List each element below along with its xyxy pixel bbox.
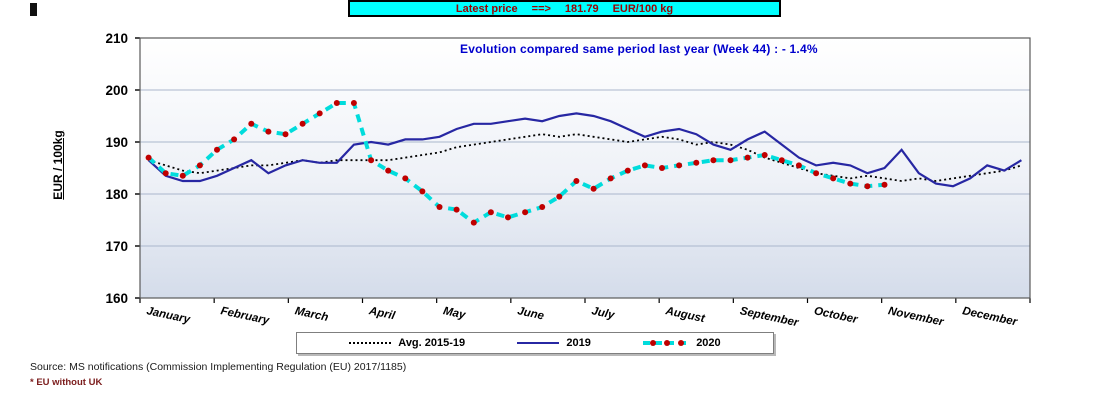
source-note: Source: MS notifications (Commission Imp…: [30, 361, 407, 373]
month-label: January: [145, 305, 191, 326]
y-tick-label: 160: [105, 291, 128, 306]
legend-avg-label: Avg. 2015-19: [398, 337, 466, 349]
legend-2019-label: 2019: [566, 337, 591, 349]
series-2020-marker: [761, 152, 768, 158]
plot-border: [139, 37, 1031, 299]
legend-2019-line-sample-icon: [517, 342, 560, 344]
series-2019: [147, 112, 1022, 188]
corner-mark: [30, 3, 37, 16]
series-2020-marker: [368, 157, 375, 164]
month-label: February: [220, 305, 271, 327]
series-2020-marker: [316, 110, 323, 117]
series-2020-marker: [881, 181, 888, 188]
y-tick-label: 200: [105, 83, 128, 98]
series-2020-marker: [248, 120, 255, 127]
series-2020-marker: [847, 180, 854, 187]
series-2020-marker: [710, 157, 717, 164]
series-2020-marker: [659, 165, 665, 171]
series-2020-marker: [590, 185, 597, 192]
latest-price-banner: Latest price ==> 181.79 EUR/100 kg: [348, 0, 781, 17]
series-2020-marker: [607, 175, 614, 182]
latest-price-label: Latest price: [455, 2, 518, 15]
series-2020-marker: [744, 154, 751, 161]
series-2020-marker: [453, 206, 460, 213]
series-2020-marker: [179, 172, 186, 179]
legend-2020-line-sample-icon: [643, 340, 690, 346]
legend-item-avg: Avg. 2015-19: [349, 337, 465, 349]
latest-price-value: 181.79: [564, 2, 599, 15]
series-2020-marker: [333, 100, 340, 106]
series-2020-marker: [385, 167, 392, 174]
legend-item-2020: 2020: [643, 337, 721, 349]
series-2020-marker: [624, 167, 631, 174]
legend: Avg. 2015-19 2019 2020: [296, 332, 774, 354]
series-2020-marker: [727, 157, 734, 164]
series-2020-marker: [231, 136, 238, 143]
month-label: April: [367, 305, 397, 323]
month-label: November: [887, 305, 945, 329]
y-tick-label: 210: [105, 31, 128, 46]
legend-2020-label: 2020: [696, 337, 721, 349]
y-axis-title: EUR / 100kg: [51, 130, 65, 200]
legend-avg-line-sample-icon: [349, 342, 392, 344]
series-avg-2015-19: [148, 133, 1022, 182]
plot-area: [140, 38, 1030, 298]
series-2020-marker: [196, 162, 203, 169]
series-2020-marker: [299, 120, 306, 127]
series-2020-marker: [436, 204, 443, 210]
series-2020-marker: [539, 204, 546, 210]
month-label: December: [961, 305, 1018, 328]
series-2020-marker: [402, 175, 409, 182]
series-2020-marker: [522, 209, 529, 216]
latest-price-unit: EUR/100 kg: [612, 2, 674, 15]
series-2020-marker: [864, 183, 871, 190]
series-2020-marker: [470, 219, 477, 226]
series-2020-marker: [350, 100, 357, 106]
series-2020-marker: [419, 188, 426, 195]
eu-footnote: * EU without UK: [30, 377, 103, 388]
series-2020-marker: [162, 170, 169, 177]
month-label: May: [442, 305, 467, 322]
series-2020-marker: [813, 170, 820, 177]
evolution-annotation: Evolution compared same period last year…: [460, 42, 818, 56]
series-2020-marker: [214, 146, 220, 153]
y-tick-label: 190: [105, 135, 128, 150]
y-tick-label: 170: [105, 239, 128, 254]
legend-item-2019: 2019: [517, 337, 591, 349]
series-2020-marker: [556, 193, 563, 200]
series-2020-marker: [282, 131, 289, 138]
month-label: October: [813, 305, 859, 326]
month-label: August: [664, 305, 707, 325]
latest-price-arrow: ==>: [531, 2, 551, 15]
series-2020-marker: [487, 209, 494, 216]
month-label: September: [739, 305, 800, 329]
month-label: March: [294, 305, 330, 324]
month-label: July: [590, 305, 616, 322]
series-2020-marker: [778, 157, 785, 164]
y-tick-label: 180: [105, 187, 128, 202]
month-label: June: [516, 305, 545, 322]
series-2020-marker: [641, 162, 648, 169]
series-2020-marker: [573, 178, 580, 184]
series-2020-marker: [795, 162, 802, 169]
series-2020-marker: [505, 214, 511, 221]
series-2020-marker: [145, 154, 152, 161]
series-2020-marker: [676, 162, 683, 169]
series-2020-marker: [693, 159, 700, 166]
series-2020-marker: [265, 128, 272, 135]
series-2020-marker: [830, 175, 837, 182]
